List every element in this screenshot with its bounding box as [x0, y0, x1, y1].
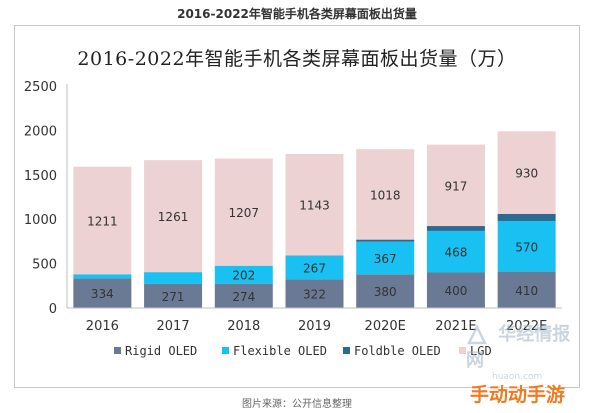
site-logo-icon [466, 324, 488, 345]
bar-segment-rigid [214, 283, 273, 308]
x-tick-label: 2019 [298, 319, 331, 334]
data-label: 570 [515, 240, 538, 254]
legend-label-flexible: Flexible OLED [233, 344, 327, 358]
data-label: 267 [303, 262, 326, 276]
data-label: 1207 [229, 206, 260, 220]
data-label: 930 [515, 167, 538, 181]
y-tick-label: 500 [32, 258, 57, 273]
y-tick-label: 0 [49, 302, 57, 317]
bar-segment-lgd [73, 166, 132, 275]
page-title: 2016-2022年智能手机各类屏幕面板出货量 [177, 7, 417, 21]
data-label: 1143 [299, 199, 330, 213]
bar-segment-lgd [214, 158, 273, 266]
data-label: 334 [91, 287, 114, 301]
bar-segment-rigid [356, 274, 415, 308]
data-label: 322 [303, 288, 326, 302]
data-label: 274 [232, 290, 255, 304]
bar-segment-rigid [497, 271, 556, 308]
data-label: 1261 [158, 210, 189, 224]
bar-segment-lgd [285, 153, 344, 256]
data-label: 410 [515, 284, 538, 298]
x-tick-label: 2021E [435, 319, 476, 334]
site-watermark: 华经情报网 huaon.com [466, 320, 576, 382]
data-label: 1018 [370, 188, 401, 202]
data-label: 1211 [87, 214, 118, 228]
bar-segment-flexible [426, 230, 485, 273]
bar-segment-flexible [73, 274, 132, 279]
legend-swatch-lgd [459, 347, 466, 354]
legend-label-rigid: Rigid OLED [125, 344, 197, 358]
bar-segment-foldable [426, 226, 485, 231]
y-tick-label: 1500 [24, 169, 57, 184]
bar-segment-lgd [144, 160, 203, 273]
bar-segment-lgd [356, 149, 415, 240]
y-tick-label: 2000 [24, 124, 57, 139]
bar-segment-foldable [356, 239, 415, 242]
site-logo-text: 华经情报网 [466, 324, 571, 371]
y-tick-label: 1000 [24, 213, 57, 228]
x-tick-label: 2018 [227, 319, 260, 334]
source-note: 图片来源：公开信息整理 [242, 399, 352, 410]
legend-label-lgd: LGD [470, 344, 492, 358]
bar-segment-rigid [144, 283, 203, 308]
bar-segment-flexible [285, 255, 344, 280]
bar-segment-rigid [285, 279, 344, 308]
bar-segment-rigid [73, 278, 132, 308]
data-label: 400 [444, 284, 467, 298]
app-badge-watermark: 手动动手游 [470, 384, 566, 406]
data-label: 380 [374, 285, 397, 299]
bar-segment-flexible [497, 220, 556, 272]
bar-segment-flexible [214, 265, 273, 284]
bar-segment-foldable [497, 213, 556, 221]
data-label: 367 [374, 252, 397, 266]
bar-segment-lgd [426, 144, 485, 227]
legend-swatch-flexible [222, 347, 229, 354]
legend-swatch-rigid [114, 347, 121, 354]
x-tick-label: 2017 [157, 319, 190, 334]
data-label: 202 [232, 269, 255, 283]
data-label: 468 [444, 246, 467, 260]
y-tick-label: 2500 [24, 80, 57, 95]
x-tick-label: 2016 [86, 319, 119, 334]
chart-title: 2016-2022年智能手机各类屏幕面板出货量（万） [77, 48, 517, 70]
x-tick-label: 2022E [506, 319, 547, 334]
bar-segment-lgd [497, 131, 556, 214]
site-url-text: huaon.com [492, 372, 543, 382]
x-tick-label: 2020E [365, 319, 406, 334]
data-label: 917 [444, 179, 467, 193]
bar-segment-flexible [356, 241, 415, 275]
legend-swatch-foldable [343, 347, 350, 354]
bar-segment-flexible [144, 272, 203, 284]
data-label: 271 [162, 290, 185, 304]
bar-segment-rigid [426, 272, 485, 308]
legend-label-foldable: Foldble OLED [354, 344, 441, 358]
